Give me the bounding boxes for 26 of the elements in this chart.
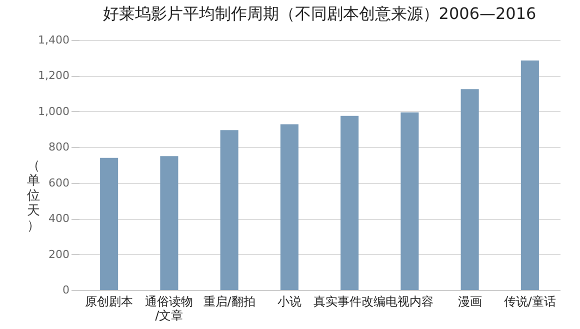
x-tick-label: 通俗读物/文章	[145, 294, 194, 322]
bar	[400, 112, 419, 290]
x-tick-label: 小说	[277, 294, 302, 308]
y-tick-label: 600	[48, 176, 70, 190]
bar	[460, 89, 479, 290]
y-tick-label: 400	[48, 212, 70, 226]
x-tick-label: 真实事件改编	[314, 294, 386, 308]
chart-title: 好莱坞影片平均制作周期（不同剧本创意来源）2006—2016	[102, 4, 536, 23]
y-tick-label: 1,200	[38, 69, 70, 82]
y-tick-label: 800	[48, 140, 70, 154]
x-tick-label: 重启/翻拍	[203, 294, 256, 308]
bar	[100, 158, 118, 290]
x-tick-label: 电视内容	[386, 294, 434, 308]
x-tick-label: 原创剧本	[85, 294, 134, 308]
x-tick-label: 传说/童话	[504, 294, 556, 308]
y-tick-label: 200	[48, 248, 70, 261]
y-tick-label: 1,400	[38, 34, 70, 46]
y-axis-title: （单位天）	[27, 158, 40, 234]
bar	[520, 60, 539, 290]
bar	[280, 124, 298, 290]
y-tick-label: 0	[62, 284, 70, 296]
bar	[160, 156, 178, 290]
bar	[340, 116, 359, 290]
x-tick-label: 漫画	[458, 294, 482, 308]
bar	[220, 130, 238, 290]
y-tick-label: 1,000	[38, 104, 70, 118]
